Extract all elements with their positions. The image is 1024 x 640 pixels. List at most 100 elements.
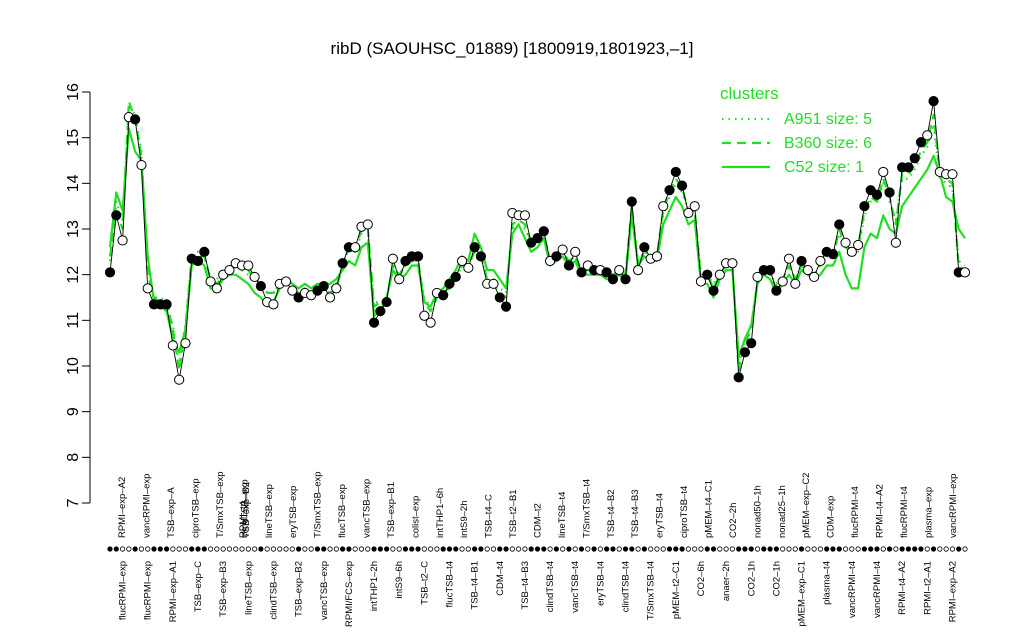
strip-dot <box>302 546 308 552</box>
strip-dot <box>245 546 251 552</box>
data-point <box>607 274 619 285</box>
data-point <box>570 246 581 257</box>
strip-dot <box>207 546 214 552</box>
strip-dot <box>365 546 371 552</box>
strip-dot <box>717 546 723 552</box>
strip-dot <box>616 546 622 552</box>
data-point <box>708 285 719 296</box>
data-point <box>626 196 637 207</box>
x-tick-label: RPMI–t4 <box>238 501 249 538</box>
strip-dot <box>428 546 434 552</box>
strip-dot <box>214 546 220 552</box>
data-point <box>180 338 191 349</box>
data-point <box>419 310 430 321</box>
data-point <box>777 276 788 287</box>
strip-dot <box>560 546 566 552</box>
strip-dot <box>138 546 145 552</box>
strip-dot <box>698 546 704 552</box>
y-tick-label: 13 <box>65 220 82 238</box>
data-point <box>350 242 361 253</box>
x-tick-label: TSB–exp–C <box>193 561 204 612</box>
x-tick-label: TSB–exp–B2 <box>294 561 305 617</box>
strip-dot <box>767 546 773 552</box>
data-point <box>840 237 851 248</box>
x-tick-label: pMEM–exp–C1 <box>797 561 808 626</box>
data-point <box>255 280 266 292</box>
strip-dot <box>189 546 195 552</box>
strip-dot <box>836 546 842 552</box>
strip-dot <box>534 546 541 552</box>
legend-entry: A951 size: 5 <box>784 111 872 128</box>
strip-dot <box>465 546 471 552</box>
data-point <box>809 271 820 283</box>
data-point <box>733 372 744 383</box>
data-point <box>280 276 292 287</box>
x-tick-label: RPMI–t2–A1 <box>922 561 933 615</box>
x-tick-label: ciproTSB–t4 <box>679 486 690 538</box>
data-point <box>878 166 889 178</box>
strip-dot <box>956 546 962 552</box>
data-point <box>469 242 480 253</box>
data-point <box>783 253 795 264</box>
x-tick-label: clindTSB–t4 <box>545 561 556 612</box>
strip-dot <box>377 546 383 552</box>
strip-dot <box>792 546 798 552</box>
x-tick-label: intTHP1–2h <box>369 561 380 611</box>
x-tick-label: CO2–2h <box>728 503 739 538</box>
legend: clusters A951 size: 5 B360 size: 6 C52 size… <box>720 84 872 176</box>
strip-dot <box>346 546 352 552</box>
strip-dot <box>824 546 830 552</box>
strip-dot <box>893 546 899 552</box>
strip-dot <box>692 546 698 552</box>
strip-dot <box>641 546 647 552</box>
data-point <box>676 180 688 191</box>
data-point <box>532 233 543 244</box>
data-point <box>199 246 210 257</box>
data-point <box>192 255 204 267</box>
strip-dot <box>597 546 603 552</box>
strip-dot <box>861 546 868 552</box>
x-tick-label: CO2–6h <box>696 561 707 596</box>
strip-dot <box>780 546 786 552</box>
data-point <box>746 338 757 349</box>
y-tick-label: 7 <box>65 498 82 507</box>
data-point <box>111 210 122 221</box>
strip-dot <box>648 546 654 552</box>
strip-dot <box>446 546 453 552</box>
x-tick-label: TSB–t4–B3 <box>520 561 531 610</box>
strip-dot <box>855 546 861 552</box>
strip-dot <box>145 546 151 552</box>
strip-dot <box>710 546 717 552</box>
x-tick-labels: RPMI–exp–A2 vancRPMI–exp TSB–exp–A ciproTSB… <box>117 471 959 627</box>
strip-dot <box>440 546 446 552</box>
data-point <box>689 201 700 212</box>
y-tick-label: 16 <box>65 83 82 101</box>
x-tick-label: vancRPMI–exp <box>948 474 959 538</box>
strip-dot <box>578 546 585 552</box>
x-tick-label: eryTSB–exp <box>288 486 299 538</box>
data-point <box>727 258 738 269</box>
data-point <box>922 130 933 141</box>
y-axis: 7 8 9 10 11 12 13 14 15 16 <box>65 83 91 507</box>
data-point <box>450 271 461 283</box>
strip-dot <box>509 546 515 552</box>
data-point <box>859 201 870 212</box>
data-point <box>438 290 449 301</box>
strip-dot <box>195 546 201 552</box>
data-point <box>683 207 694 219</box>
x-tick-label: eryTSB–t4 <box>595 561 606 606</box>
data-point <box>846 246 857 257</box>
strip-dot <box>396 546 402 552</box>
x-tick-label: flucRPMI–t4 <box>850 486 861 538</box>
x-tick-label: TSB–t4–B1 <box>470 561 481 610</box>
x-tick-label: vancTSB–exp <box>362 479 373 538</box>
y-tick-label: 11 <box>65 312 82 329</box>
strip-dot <box>943 546 949 552</box>
strip-dot <box>402 546 409 552</box>
x-tick-label: CDM–exp <box>826 496 837 538</box>
x-tick-label: flucTSB–t4 <box>444 561 455 607</box>
x-tick-label: plasma–exp <box>923 487 934 538</box>
x-tick-label: flucRPMI–exp <box>118 561 129 620</box>
data-point <box>167 340 178 351</box>
